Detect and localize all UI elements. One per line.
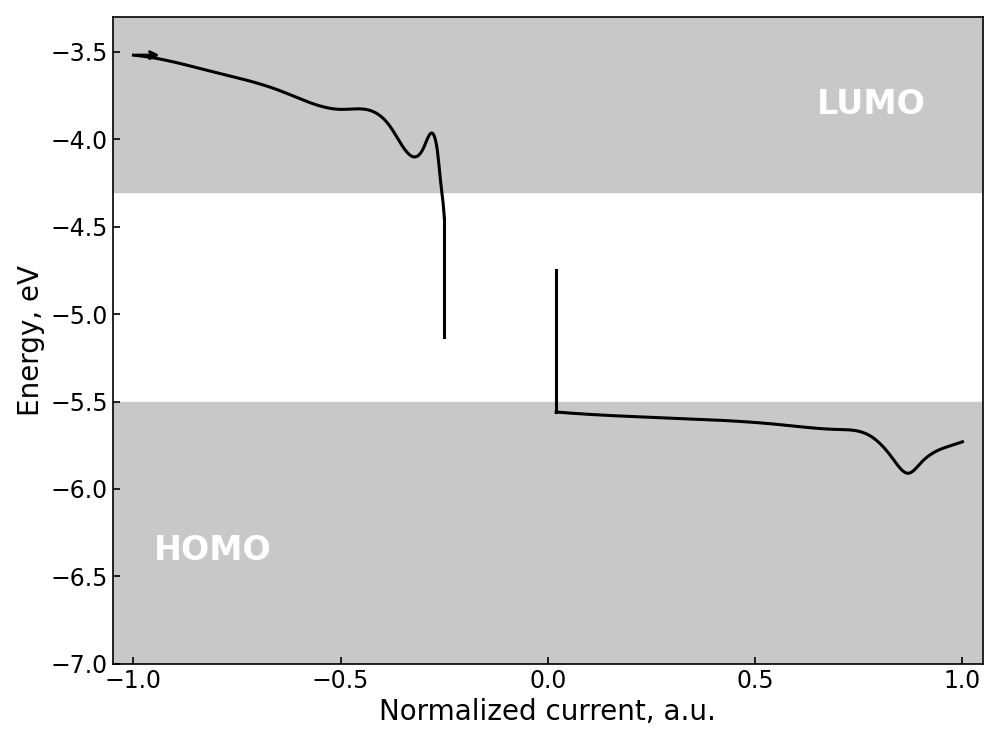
Y-axis label: Energy, eV: Energy, eV <box>17 265 45 416</box>
X-axis label: Normalized current, a.u.: Normalized current, a.u. <box>379 698 716 727</box>
Text: LUMO: LUMO <box>817 88 926 120</box>
Text: HOMO: HOMO <box>154 533 272 567</box>
Bar <box>113 401 983 664</box>
Bar <box>113 16 983 192</box>
